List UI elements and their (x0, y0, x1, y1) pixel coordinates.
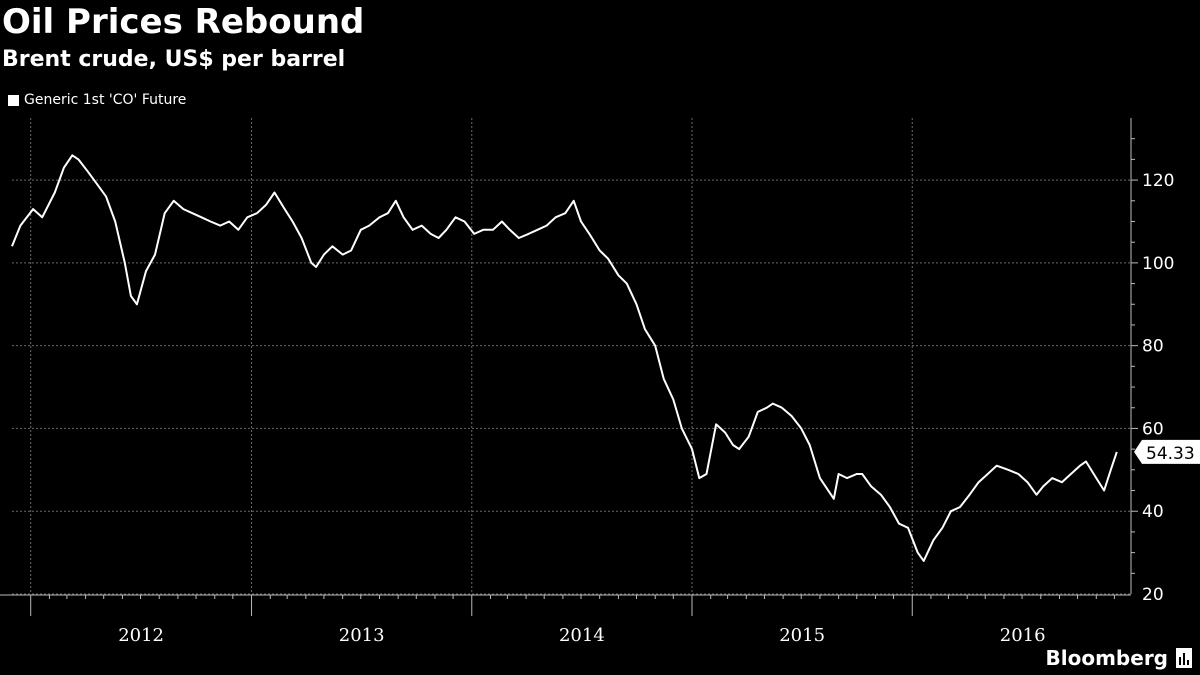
x-year-label: 2014 (559, 625, 605, 646)
x-year-label: 2013 (339, 625, 385, 646)
y-tick-label: 120 (1142, 171, 1174, 191)
x-year-label: 2015 (779, 625, 825, 646)
last-value-callout (1134, 439, 1200, 464)
legend-swatch (8, 94, 19, 106)
bloomberg-terminal-icon (1176, 648, 1192, 668)
legend: Generic 1st 'CO' Future (8, 91, 186, 109)
y-tick-label: 20 (1142, 585, 1164, 605)
chart-subtitle: Brent crude, US$ per barrel (2, 47, 346, 72)
chart-title: Oil Prices Rebound (2, 2, 365, 42)
y-tick-label: 40 (1142, 502, 1164, 522)
bloomberg-logo: Bloomberg (1046, 646, 1192, 670)
y-tick-label: 100 (1142, 254, 1174, 274)
x-year-label: 2016 (1000, 625, 1046, 646)
legend-label: Generic 1st 'CO' Future (24, 92, 187, 108)
y-tick-label: 80 (1142, 337, 1164, 357)
brand-text: Bloomberg (1045, 646, 1168, 670)
last-value-label: 54.33 (1146, 444, 1195, 464)
price-line (11, 154, 1118, 562)
x-year-label: 2012 (118, 625, 164, 646)
y-tick-label: 60 (1142, 419, 1164, 439)
